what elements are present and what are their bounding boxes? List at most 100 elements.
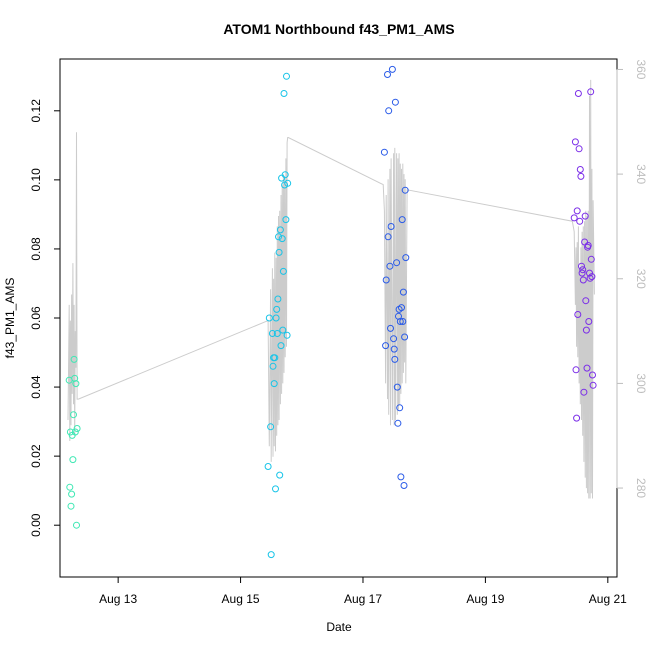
data-point [70,355,78,363]
data-point [382,276,390,284]
data-point [270,380,278,388]
data-point [387,223,395,230]
data-point [573,414,581,422]
data-point [586,274,594,282]
data-point [571,138,579,146]
data-point [401,186,409,194]
data-point [70,411,77,419]
data-point [393,259,401,267]
data-point [391,355,399,363]
data-point [380,148,388,156]
data-point [393,383,401,391]
data-point [276,226,284,234]
data-point [73,521,80,529]
data-point [278,235,286,243]
data-point [588,273,596,281]
data-point [578,262,585,270]
data-point [579,276,587,284]
data-point [274,295,282,303]
data-point [402,254,410,262]
data-point [399,288,407,296]
x-tick-label: Aug 17 [344,592,382,606]
data-point [276,471,284,479]
y-tick-label: 0.12 [29,99,43,123]
data-point [283,72,290,80]
data-point [272,485,279,493]
y-axis: 0.00 0.02 0.04 0.06 0.08 0.10 0.12 [29,99,61,537]
data-point [396,404,404,412]
y2-tick-label: 360 [634,59,648,79]
y2-axis: 280 300 320 340 360 [616,59,648,498]
y2-tick-label: 340 [634,164,648,184]
x-tick-label: Aug 15 [222,592,260,606]
data-point [583,364,591,372]
data-point [580,388,588,396]
data-point [589,371,596,379]
data-point [384,71,391,78]
data-point [399,318,407,325]
y-tick-label: 0.08 [29,237,43,261]
data-point [384,233,392,241]
data-point [69,456,77,464]
y-tick-label: 0.02 [29,444,43,468]
data-point [269,362,277,370]
data-point [68,490,76,498]
data-point [578,269,586,277]
data-point [581,212,589,220]
x-axis: Aug 13 Aug 15 Aug 17 Aug 19 Aug 21 [99,576,627,606]
x-tick-label: Aug 21 [589,592,627,606]
data-point [398,216,406,224]
data-point [283,331,291,339]
x-tick-label: Aug 13 [99,592,137,606]
data-point [275,233,282,241]
data-point [271,354,279,362]
data-point [579,266,587,274]
data-point [387,324,394,332]
data-point [584,242,592,249]
secondary-series-line [67,79,595,499]
data-point [71,428,79,436]
data-point [585,318,593,325]
data-point [394,419,402,427]
data-point [279,267,287,275]
data-point [396,318,404,325]
data-point [390,335,398,343]
scatter-series [65,65,597,559]
data-point [265,314,273,322]
data-point [67,502,75,510]
data-point [398,304,405,312]
data-point [73,425,81,432]
data-point [279,326,287,334]
data-point [576,217,584,225]
data-point [267,423,275,431]
plot-area [59,58,618,578]
data-point [582,297,590,305]
data-point [574,90,582,97]
data-point [390,345,398,353]
data-point [401,333,409,341]
data-point [281,171,289,179]
data-point [273,330,281,337]
data-point [268,330,276,337]
data-point [388,65,396,73]
data-point [284,179,292,187]
data-point [400,482,408,489]
data-point [272,314,280,322]
x-axis-label: Date [326,620,352,634]
y-tick-label: 0.00 [29,513,43,537]
y-tick-label: 0.06 [29,306,43,330]
data-point [391,98,399,106]
data-point [397,473,405,481]
data-point [589,381,597,389]
data-point [577,172,585,180]
data-point [581,238,589,246]
data-point [572,366,580,374]
data-point [267,551,275,559]
y-tick-label: 0.04 [29,375,43,399]
data-point [587,88,595,96]
data-point [275,248,283,256]
y2-tick-label: 280 [634,478,648,498]
data-point [582,326,590,334]
data-point [587,255,595,263]
